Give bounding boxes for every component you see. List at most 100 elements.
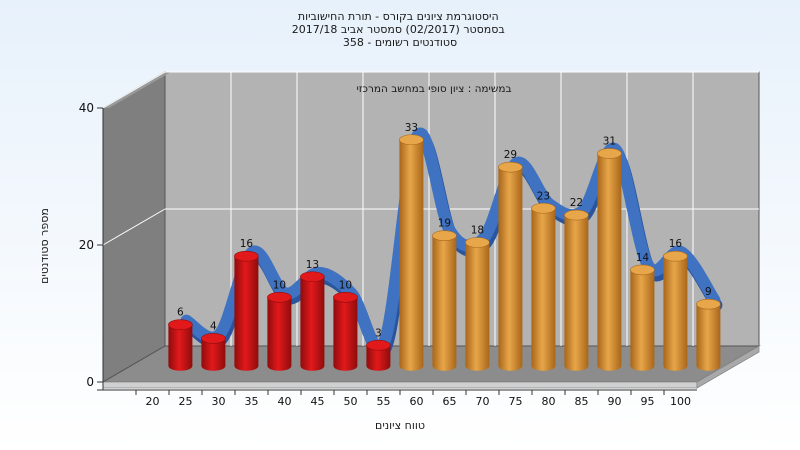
bar: 23	[531, 190, 556, 371]
x-tick-label: 85	[575, 395, 589, 408]
bar-body	[267, 297, 292, 371]
chart-title: היסטוגרמת ציונים בקורס - תורת החישוביות …	[292, 10, 509, 49]
bar-body	[531, 208, 556, 371]
bar-value-label: 31	[603, 135, 616, 147]
chart-annotation: במשימה : ציון סופי במחשב המרכזי	[356, 83, 511, 95]
bar-body	[234, 256, 259, 371]
bar: 18	[465, 225, 490, 371]
x-tick-label: 90	[608, 395, 622, 408]
bar: 19	[432, 218, 457, 371]
bar-value-label: 13	[306, 259, 319, 271]
y-tick-label: 40	[79, 101, 94, 115]
bar-cap	[201, 333, 226, 344]
y-tick-label: 0	[86, 375, 94, 389]
bar: 13	[300, 259, 325, 371]
bar: 29	[498, 149, 523, 371]
bar-body	[630, 269, 655, 371]
bar-value-label: 19	[438, 218, 451, 230]
bar: 4	[201, 320, 226, 371]
bar-body	[333, 297, 358, 371]
x-tick-label: 100	[670, 395, 691, 408]
bar-value-label: 3	[375, 327, 382, 339]
bar: 16	[663, 238, 688, 371]
bar-cap	[267, 291, 292, 303]
bar-cap	[630, 264, 655, 276]
bar-cap	[234, 250, 259, 262]
bar-cap	[531, 202, 556, 214]
x-tick-label: 45	[311, 395, 325, 408]
bar-value-label: 4	[210, 320, 217, 332]
bar-cap	[696, 298, 721, 310]
bar-value-label: 14	[636, 252, 650, 264]
bar-value-label: 16	[240, 238, 254, 250]
x-tick-label: 80	[542, 395, 556, 408]
x-axis-label: טווח ציונים	[375, 419, 425, 432]
bar-cap	[597, 148, 622, 159]
bar-body	[399, 139, 424, 371]
bar-body	[168, 324, 193, 371]
bar-body	[597, 153, 622, 371]
bar-body	[201, 338, 226, 371]
y-axis-label: מספר סטודנטים	[38, 208, 51, 284]
bar-value-label: 22	[570, 197, 583, 209]
bar-body	[663, 256, 688, 371]
chart-title-line-3: סטודנטים רשומים - 358	[343, 36, 457, 49]
bar-body	[498, 167, 523, 371]
bar-cap	[366, 339, 391, 351]
x-tick-label: 50	[344, 395, 358, 408]
bar-body	[696, 304, 721, 371]
x-tick-label: 95	[641, 395, 655, 408]
x-tick-label: 25	[179, 395, 193, 408]
bar-value-label: 18	[471, 225, 484, 237]
x-tick-label: 35	[245, 395, 259, 408]
bar: 14	[630, 252, 655, 371]
bar-value-label: 10	[273, 279, 286, 291]
x-tick-label: 60	[410, 395, 424, 408]
bar-cap	[465, 237, 490, 248]
bar-cap	[432, 230, 457, 241]
bar-value-label: 23	[537, 190, 550, 202]
bar: 10	[267, 279, 292, 371]
x-tick-label: 75	[509, 395, 523, 408]
bar-cap	[663, 250, 688, 262]
grid-line-side	[102, 71, 166, 109]
grid-line-side	[102, 208, 166, 246]
x-tick-label: 30	[212, 395, 226, 408]
bar: 6	[168, 307, 193, 371]
x-tick-label: 55	[377, 395, 391, 408]
bar-value-label: 16	[669, 238, 683, 250]
bar-cap	[168, 319, 193, 331]
bar: 10	[333, 279, 358, 371]
bar-body	[300, 276, 325, 371]
y-tick-label: 20	[79, 238, 94, 252]
bar: 3	[366, 327, 391, 371]
bar: 16	[234, 238, 259, 371]
chart-title-line-1: היסטוגרמת ציונים בקורס - תורת החישוביות	[298, 10, 499, 23]
bar-value-label: 9	[705, 286, 712, 298]
bar-value-label: 33	[405, 122, 418, 134]
bar: 31	[597, 135, 622, 371]
bar: 9	[696, 286, 721, 371]
side-wall-top-edge	[103, 72, 171, 108]
bar-body	[432, 235, 457, 371]
bar: 22	[564, 197, 589, 371]
bar: 33	[399, 122, 424, 371]
bar-cap	[300, 271, 325, 283]
floor-edge	[102, 381, 698, 389]
axes: 0 20 40 20 25 30 35 40 45 50 55 60 65 70 75 80 85 90 95 100	[79, 101, 697, 408]
x-tick-label: 65	[443, 395, 457, 408]
bar-value-label: 29	[504, 149, 517, 161]
curve-ribbon	[180, 127, 721, 354]
bar-cap	[498, 161, 523, 173]
x-tick-label: 70	[476, 395, 490, 408]
bar-body	[564, 215, 589, 371]
bar-body	[366, 345, 391, 371]
bar-body	[465, 242, 490, 371]
floor-side-edge	[696, 345, 760, 389]
bar-cap	[333, 291, 358, 303]
bar-cap	[564, 209, 589, 221]
bar-value-label: 6	[177, 307, 184, 319]
